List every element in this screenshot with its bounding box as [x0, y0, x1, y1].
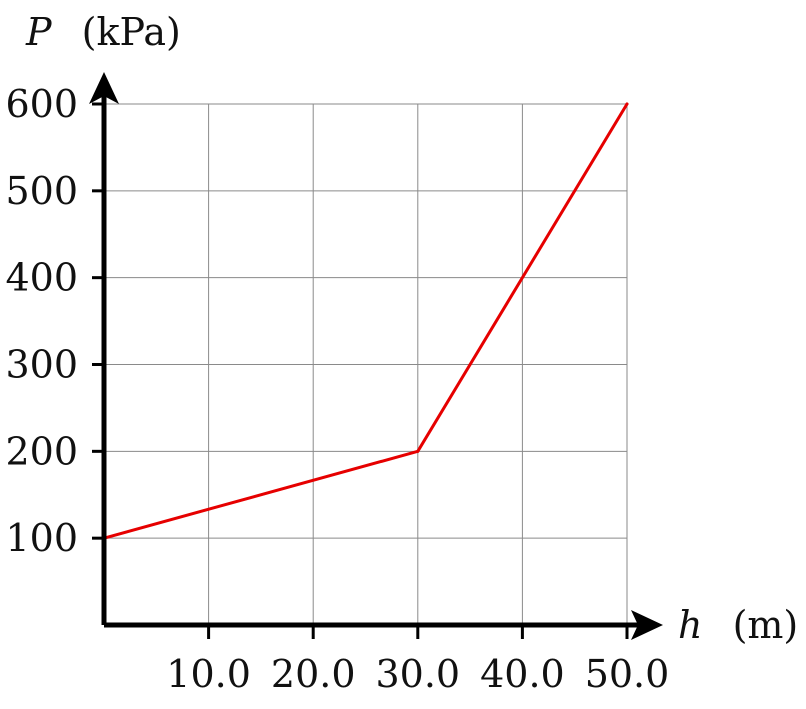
axes [89, 72, 663, 640]
x-axis-symbol: h [678, 603, 702, 647]
x-tick-label: 20.0 [271, 652, 356, 696]
y-tick-label: 400 [5, 256, 78, 300]
y-axis-unit: (kPa) [82, 10, 181, 54]
x-tick-label: 40.0 [480, 652, 565, 696]
tick-labels: 10.0 20.0 30.0 40.0 50.0 100 200 300 400 500 600 [5, 82, 669, 696]
x-axis-unit: (m) [733, 603, 799, 647]
x-tick-label: 30.0 [375, 652, 460, 696]
y-tick-label: 300 [5, 343, 78, 387]
series-point [416, 449, 420, 453]
series-layer [102, 102, 629, 540]
x-axis-arrow-icon [631, 610, 663, 640]
series-point [625, 102, 629, 106]
y-tick-label: 100 [5, 516, 78, 560]
y-tick-label: 500 [5, 169, 78, 213]
x-tick-label: 50.0 [585, 652, 670, 696]
y-tick-label: 600 [5, 82, 78, 126]
y-axis-arrow-icon [89, 72, 119, 104]
series-line-0 [102, 102, 629, 540]
grid [92, 102, 629, 639]
x-axis-title: h (m) [678, 603, 798, 647]
y-axis-title: P (kPa) [25, 10, 181, 54]
y-tick-label: 200 [5, 429, 78, 473]
y-axis-symbol: P [25, 10, 53, 54]
x-tick-label: 10.0 [166, 652, 251, 696]
